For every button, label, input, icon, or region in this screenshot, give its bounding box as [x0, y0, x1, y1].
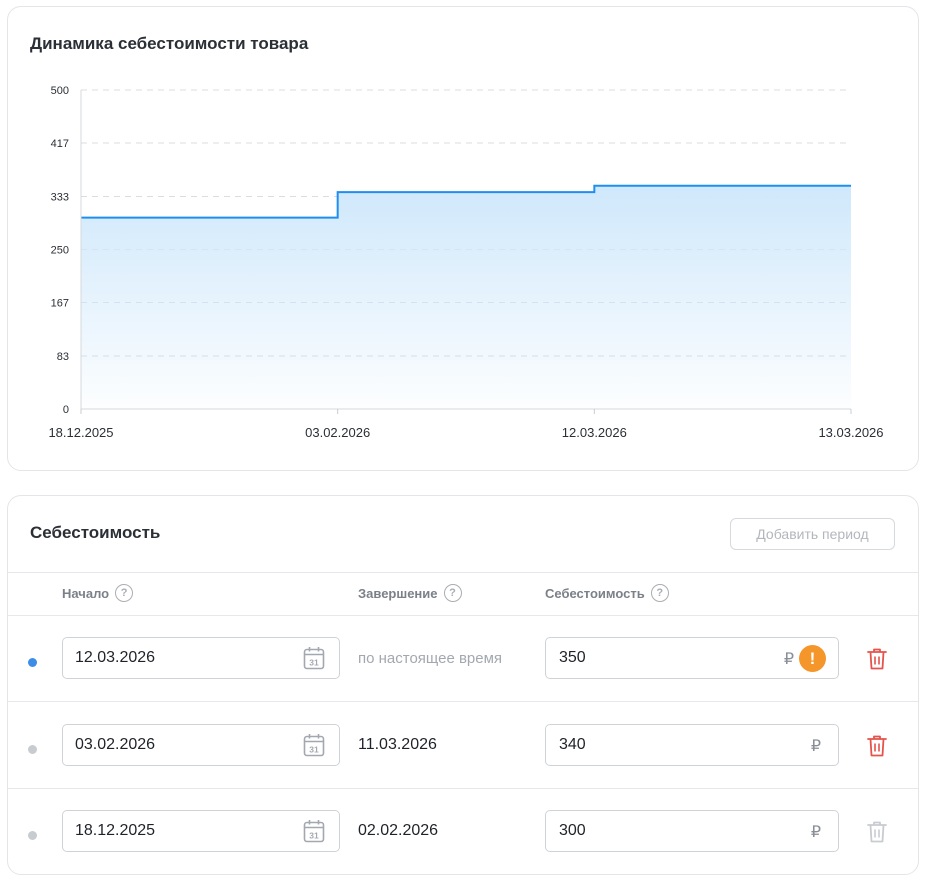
cost-area	[81, 185, 851, 409]
cost-period-row: 18.12.2025 31 02.02.2026 300 ₽	[8, 789, 918, 874]
column-header-start-label: Начало	[62, 585, 110, 601]
divider	[8, 615, 918, 616]
add-period-button[interactable]: Добавить период	[730, 518, 895, 550]
column-header-cost: Себестоимость ?	[545, 584, 669, 602]
y-tick-label: 333	[51, 192, 69, 204]
cost-value: 340	[559, 736, 586, 753]
calendar-icon[interactable]: 31	[303, 646, 325, 670]
end-date-text: 11.03.2026	[358, 736, 437, 753]
y-tick-label: 0	[63, 404, 69, 416]
start-date-input[interactable]: 03.02.2026 31	[62, 724, 340, 766]
divider	[8, 572, 918, 573]
cost-value: 300	[559, 822, 586, 839]
help-icon[interactable]: ?	[443, 584, 462, 602]
svg-text:31: 31	[309, 745, 319, 755]
column-header-cost-label: Себестоимость	[545, 585, 645, 601]
cost-input[interactable]: 300 ₽	[545, 810, 839, 852]
ruble-icon: ₽	[810, 738, 821, 755]
y-tick-label: 83	[57, 351, 69, 363]
trash-icon-disabled	[867, 821, 887, 843]
column-header-end: Завершение ?	[358, 584, 462, 602]
cost-period-row: 12.03.2026 31 по настоящее время 350 ₽ !	[8, 616, 918, 702]
start-date-value: 18.12.2025	[75, 822, 156, 839]
column-header-end-label: Завершение	[358, 585, 438, 601]
inactive-period-dot	[28, 831, 37, 840]
divider	[8, 701, 918, 702]
cost-value: 350	[559, 649, 586, 666]
y-tick-label: 167	[51, 297, 69, 309]
x-tick-label: 12.03.2026	[562, 425, 627, 440]
ruble-icon: ₽	[783, 651, 794, 668]
y-tick-label: 250	[51, 245, 69, 257]
cost-period-row: 03.02.2026 31 11.03.2026 340 ₽	[8, 703, 918, 789]
divider	[8, 788, 918, 789]
chart-title: Динамика себестоимости товара	[30, 34, 309, 53]
cost-dynamics-card: Динамика себестоимости товара 500 417 333 2…	[7, 6, 919, 471]
x-tick-label: 13.03.2026	[818, 425, 883, 440]
calendar-icon[interactable]: 31	[303, 819, 325, 843]
svg-text:31: 31	[309, 831, 319, 841]
trash-icon[interactable]	[866, 734, 888, 758]
cost-section-title: Себестоимость	[30, 523, 161, 542]
y-tick-label: 417	[51, 138, 69, 150]
calendar-icon[interactable]: 31	[303, 733, 325, 757]
cost-dynamics-chart: 500 417 333 250 167 83 0 18.12.2025 03.02.2026 12…	[48, 85, 883, 440]
cost-input[interactable]: 350 ₽ !	[545, 637, 839, 679]
ruble-icon: ₽	[810, 824, 821, 841]
help-icon[interactable]: ?	[650, 584, 669, 602]
x-tick-label: 18.12.2025	[48, 425, 113, 440]
y-tick-label: 500	[51, 85, 69, 97]
start-date-input[interactable]: 18.12.2025 31	[62, 810, 340, 852]
inactive-period-dot	[28, 745, 37, 754]
active-period-dot	[28, 658, 37, 667]
svg-text:31: 31	[309, 658, 319, 668]
cost-input[interactable]: 340 ₽	[545, 724, 839, 766]
start-date-value: 03.02.2026	[75, 736, 156, 753]
x-tick-label: 03.02.2026	[305, 425, 370, 440]
help-icon[interactable]: ?	[115, 584, 134, 602]
cost-series-line	[81, 184, 851, 219]
start-date-input[interactable]: 12.03.2026 31	[62, 637, 340, 679]
end-date-text: 02.02.2026	[358, 822, 439, 839]
cost-periods-card: Себестоимость Добавить период Начало ? З…	[7, 495, 919, 875]
trash-icon[interactable]	[866, 647, 888, 671]
start-date-value: 12.03.2026	[75, 649, 156, 666]
column-header-start: Начало ?	[62, 584, 134, 602]
end-date-text: по настоящее время	[358, 649, 503, 667]
warning-icon[interactable]: !	[799, 645, 826, 672]
